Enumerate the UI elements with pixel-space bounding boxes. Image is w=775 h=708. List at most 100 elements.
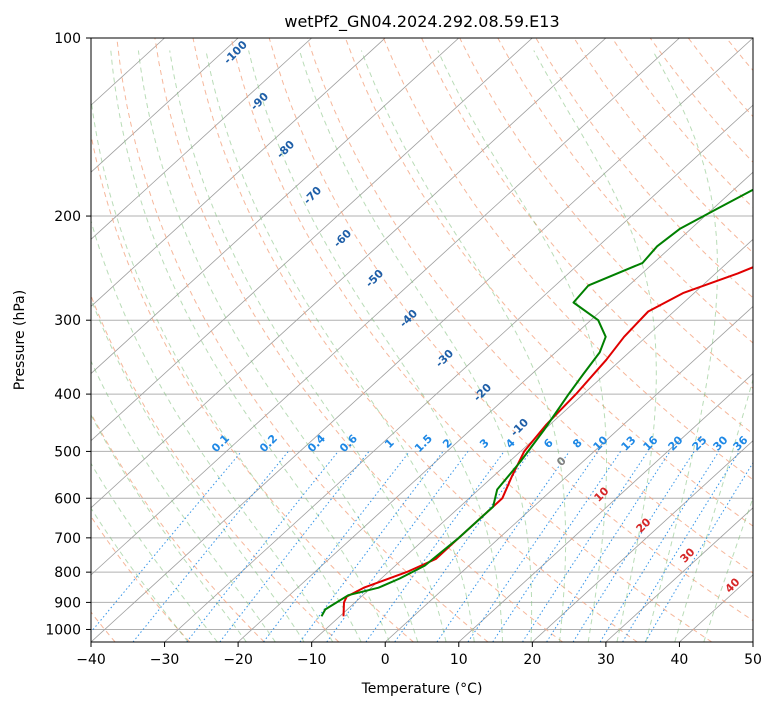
mixing-ratio-line — [394, 451, 532, 642]
y-tick-label: 100 — [54, 31, 81, 47]
dry-adiabat-label: -20 — [471, 381, 494, 404]
dry-adiabat-line — [91, 412, 265, 642]
moist-adiabat-label: 0 — [554, 454, 569, 469]
mixing-ratio-line — [546, 451, 671, 642]
isotherm-line — [91, 38, 680, 576]
chart-title: wetPf2_GN04.2024.292.08.59.E13 — [284, 12, 559, 32]
mixing-ratio-line — [622, 451, 740, 642]
moist-adiabat-line — [91, 360, 276, 642]
mixing-ratio-label: 30 — [711, 433, 731, 453]
dry-adiabat-line — [230, 38, 713, 642]
mixing-ratio-label: 2 — [440, 436, 455, 451]
dry-adiabat-label: -100 — [221, 38, 250, 67]
dry-adiabat-line — [687, 38, 753, 118]
moist-adiabat-line — [437, 50, 607, 642]
y-tick-label: 200 — [54, 209, 81, 225]
isotherm-line — [91, 38, 460, 375]
dry-adiabat-line — [535, 38, 753, 299]
dry-adiabat-line — [306, 38, 753, 574]
moist-adiabat-line — [137, 50, 419, 642]
mixing-ratio-line — [436, 451, 570, 642]
y-tick-label: 500 — [54, 444, 81, 460]
dry-adiabat-label: -60 — [331, 227, 354, 250]
y-tick-label: 1000 — [45, 622, 81, 638]
dry-adiabat-line — [192, 38, 638, 642]
mixing-ratio-line — [132, 451, 289, 642]
mixing-ratio-line — [186, 451, 339, 642]
moist-adiabat-line — [91, 507, 189, 642]
isotherm-line — [384, 305, 753, 642]
isotherm-line — [458, 373, 753, 642]
mixing-ratio-label: 8 — [570, 436, 585, 451]
mixing-ratio-line — [365, 451, 505, 642]
mixing-ratio-line — [263, 451, 410, 642]
x-tick-label: 40 — [671, 652, 689, 668]
moist-adiabat-line — [533, 50, 657, 642]
mixing-ratio-line — [299, 451, 444, 642]
dry-adiabat-line — [765, 38, 775, 642]
mixing-ratio-line — [467, 451, 599, 642]
mixing-ratio-label: 36 — [731, 433, 751, 453]
dry-adiabat-label: -40 — [397, 307, 420, 330]
x-tick-label: 50 — [744, 652, 762, 668]
moist-adiabat-line — [360, 50, 567, 642]
dry-adiabat-label: -10 — [508, 416, 531, 439]
isotherm-line — [91, 38, 239, 173]
x-tick-label: 30 — [597, 652, 615, 668]
dry-adiabat-line — [344, 38, 753, 527]
dry-adiabat-label: -80 — [274, 138, 297, 161]
mixing-ratio-label: 6 — [541, 436, 556, 451]
isotherm-line — [91, 38, 753, 642]
dry-adiabat-line — [268, 38, 753, 622]
y-tick-label: 300 — [54, 313, 81, 329]
mixing-ratio-line — [644, 461, 753, 642]
isotherm-line — [91, 38, 607, 509]
isotherm-line — [91, 38, 533, 442]
mixing-ratio-line — [572, 451, 695, 642]
dewpoint-line — [320, 188, 753, 617]
x-tick-label: −30 — [150, 652, 180, 668]
dry-adiabat-line — [726, 38, 753, 72]
y-tick-label: 600 — [54, 491, 81, 507]
dry-adiabat-line — [497, 38, 753, 344]
y-tick-label: 400 — [54, 387, 81, 403]
moist-adiabat-line — [205, 50, 475, 642]
x-tick-label: 20 — [523, 652, 541, 668]
isotherm-line — [532, 440, 753, 642]
mixing-ratio-label: 25 — [690, 434, 710, 454]
mixing-ratio-line — [326, 451, 469, 642]
moist-adiabat-label: 20 — [634, 515, 654, 535]
isotherm-line — [164, 104, 753, 642]
x-tick-label: 10 — [450, 652, 468, 668]
x-tick-label: −40 — [76, 652, 106, 668]
mixing-ratio-label: 16 — [641, 433, 661, 453]
mixing-ratio-line — [492, 451, 622, 642]
temperature-line — [342, 266, 753, 617]
mixing-ratio-line — [522, 451, 649, 642]
dry-adiabat-line — [91, 294, 340, 642]
dry-adiabat-line — [91, 132, 414, 642]
mixing-ratio-line — [219, 451, 370, 642]
mixing-ratio-label: 3 — [477, 436, 492, 451]
y-tick-label: 800 — [54, 565, 81, 581]
moist-adiabat-line — [91, 297, 305, 642]
x-tick-label: −20 — [223, 652, 253, 668]
mixing-ratio-label: 1 — [382, 436, 397, 451]
mixing-ratio-label: 13 — [619, 434, 639, 454]
moist-adiabat-line — [299, 50, 533, 642]
x-tick-label: −10 — [297, 652, 327, 668]
moist-adiabat-line — [91, 219, 334, 642]
y-axis-label: Pressure (hPa) — [12, 290, 28, 390]
isotherm-line — [91, 38, 312, 240]
moist-adiabat-line — [645, 50, 719, 642]
moist-adiabat-label: 10 — [592, 484, 612, 504]
moist-adiabat-line — [91, 413, 247, 642]
mixing-ratio-line — [91, 451, 242, 633]
isotherm-line — [91, 38, 386, 307]
dry-adiabat-line — [154, 38, 563, 642]
dry-adiabat-line — [116, 38, 489, 642]
y-tick-label: 700 — [54, 531, 81, 547]
moist-adiabat-line — [703, 496, 753, 642]
